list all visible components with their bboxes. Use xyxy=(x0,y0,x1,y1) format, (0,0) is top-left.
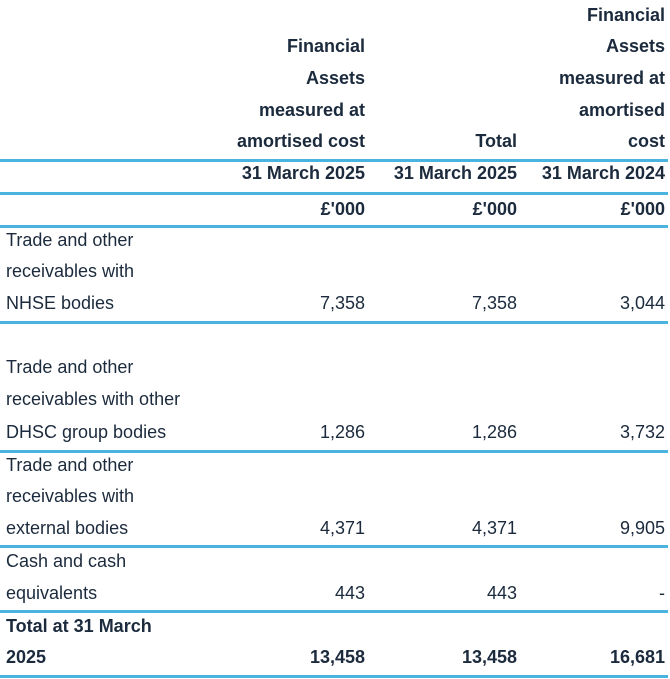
header-col3-line: measured at xyxy=(558,68,665,88)
row-label: Trade and other xyxy=(6,357,134,377)
row-label: equivalents xyxy=(6,583,98,603)
header-col1-line: measured at xyxy=(258,100,365,120)
cell-value: - xyxy=(659,583,665,603)
header-col3-line: cost xyxy=(627,131,665,151)
header-col3-line: Assets xyxy=(605,36,665,56)
header-col2-line: Total xyxy=(475,131,517,151)
rule xyxy=(0,192,668,195)
header-col1-line: amortised cost xyxy=(236,131,365,151)
row-label: external bodies xyxy=(6,518,129,538)
header-col3-line: Financial xyxy=(586,5,665,25)
total-value: 16,681 xyxy=(609,647,665,667)
cell-value: 3,044 xyxy=(619,293,665,313)
row-label: receivables with xyxy=(6,261,135,281)
rule xyxy=(0,675,668,678)
rule xyxy=(0,610,668,613)
unit-header: £'000 xyxy=(320,199,365,219)
row-label: Trade and other xyxy=(6,230,134,250)
rule xyxy=(0,450,668,453)
row-label: receivables with other xyxy=(6,389,181,409)
unit-header: £'000 xyxy=(472,199,517,219)
cell-value: 4,371 xyxy=(471,518,517,538)
row-label: Trade and other xyxy=(6,455,134,475)
date-header: 31 March 2025 xyxy=(241,163,365,183)
rule xyxy=(0,321,668,324)
date-header: 31 March 2025 xyxy=(393,163,517,183)
header-col1-line: Assets xyxy=(305,68,365,88)
total-value: 13,458 xyxy=(461,647,517,667)
cell-value: 1,286 xyxy=(471,422,517,442)
rule xyxy=(0,545,668,548)
cell-value: 7,358 xyxy=(319,293,365,313)
rule xyxy=(0,225,668,228)
header-col1-line: Financial xyxy=(286,36,365,56)
row-label: NHSE bodies xyxy=(6,293,115,313)
row-label: Cash and cash xyxy=(6,551,127,571)
cell-value: 443 xyxy=(486,583,517,603)
rule xyxy=(0,159,668,162)
total-label: Total at 31 March xyxy=(6,616,152,636)
total-value: 13,458 xyxy=(309,647,365,667)
cell-value: 9,905 xyxy=(619,518,665,538)
total-label: 2025 xyxy=(6,647,47,667)
unit-header: £'000 xyxy=(620,199,665,219)
cell-value: 1,286 xyxy=(319,422,365,442)
row-label: receivables with xyxy=(6,486,135,506)
header-col3-line: amortised xyxy=(578,100,665,120)
date-header: 31 March 2024 xyxy=(541,163,665,183)
cell-value: 3,732 xyxy=(619,422,665,442)
row-label: DHSC group bodies xyxy=(6,422,167,442)
cell-value: 4,371 xyxy=(319,518,365,538)
cell-value: 443 xyxy=(334,583,365,603)
cell-value: 7,358 xyxy=(471,293,517,313)
